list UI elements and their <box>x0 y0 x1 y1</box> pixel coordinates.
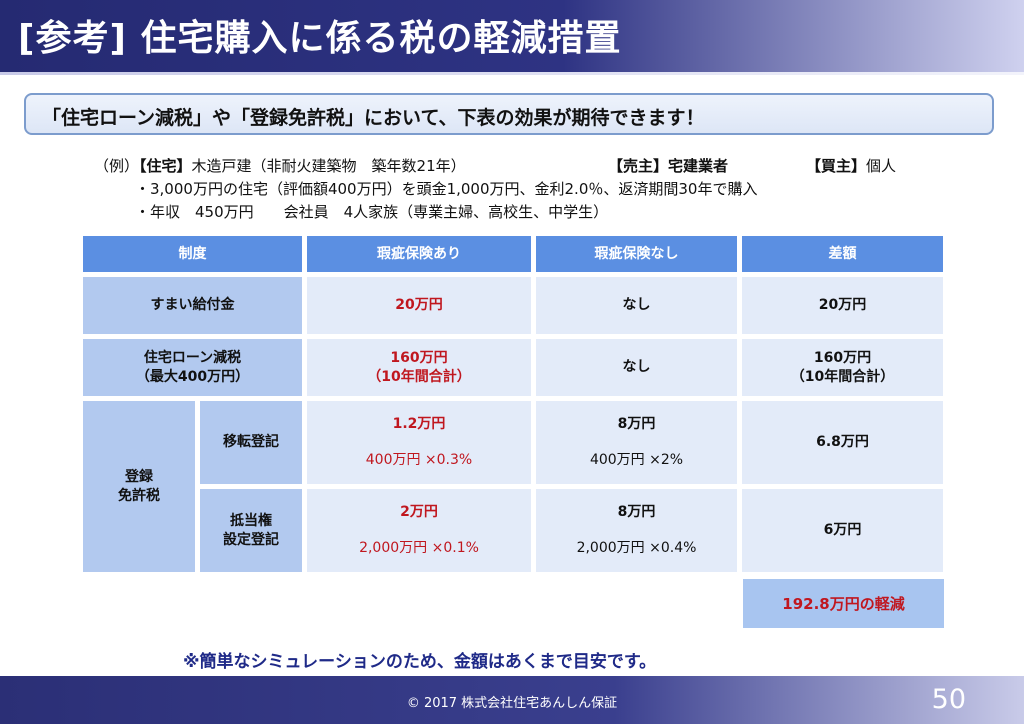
seller-value: 宅建業者 <box>668 157 729 175</box>
table-row-loan: 住宅ローン減税 （最大400万円） 160万円 （10年間合計） なし 160万… <box>83 339 943 396</box>
buyer-info: 【買主】個人 <box>806 155 896 176</box>
summary-callout: 「住宅ローン減税」や「登録免許税」において、下表の効果が期待できます！ <box>24 93 994 135</box>
loan-label: 住宅ローン減税 （最大400万円） <box>83 339 302 396</box>
transfer-diff: 6.8万円 <box>742 401 943 484</box>
loan-with-amount: 160万円 <box>390 349 448 366</box>
seller-info: 【売主】宅建業者 <box>608 155 728 176</box>
loan-label-line-2: （最大400万円） <box>135 368 250 385</box>
header-with-insurance: 瑕疵保険あり <box>307 236 531 272</box>
transfer-with-amount: 1.2万円 <box>392 416 446 432</box>
loan-with: 160万円 （10年間合計） <box>307 339 531 396</box>
table-header-row: 制度 瑕疵保険あり 瑕疵保険なし 差額 <box>83 236 943 272</box>
title-bar: [参考] 住宅購入に係る税の軽減措置 <box>0 0 1024 72</box>
table-row-sumai: すまい給付金 20万円 なし 20万円 <box>83 277 943 334</box>
mortgage-without-amount: 8万円 <box>617 504 656 520</box>
transfer-label: 移転登記 <box>200 401 302 484</box>
seller-label: 【売主】 <box>608 157 669 175</box>
header-without-insurance: 瑕疵保険なし <box>536 236 737 272</box>
sumai-label: すまい給付金 <box>83 277 302 334</box>
registration-tax-label: 登録 免許税 <box>83 401 195 572</box>
comparison-table: 制度 瑕疵保険あり 瑕疵保険なし 差額 すまい給付金 20万円 なし 20万円 … <box>78 231 948 577</box>
total-reduction: 192.8万円の軽減 <box>743 579 944 628</box>
summary-text: 「住宅ローン減税」や「登録免許税」において、下表の効果が期待できます！ <box>42 107 705 129</box>
loan-label-line-1: 住宅ローン減税 <box>143 349 242 366</box>
copyright-text: © 2017 株式会社住宅あんしん保証 <box>406 696 618 711</box>
buyer-label: 【買主】 <box>806 157 867 175</box>
example-prefix: （例） <box>94 157 140 175</box>
transfer-with: 1.2万円 400万円 ×0.3% <box>307 401 531 484</box>
mortgage-label: 抵当権 設定登記 <box>200 489 302 572</box>
transfer-without: 8万円 400万円 ×2% <box>536 401 737 484</box>
transfer-with-calc: 400万円 ×0.3% <box>365 452 473 468</box>
mortgage-label-line-2: 設定登記 <box>223 531 279 548</box>
house-value: 木造戸建（非耐火建築物 築年数21年） <box>191 157 466 175</box>
transfer-without-amount: 8万円 <box>617 416 656 432</box>
mortgage-with: 2万円 2,000万円 ×0.1% <box>307 489 531 572</box>
sumai-diff: 20万円 <box>742 277 943 334</box>
example-line-1: （例）【住宅】木造戸建（非耐火建築物 築年数21年） <box>94 155 466 176</box>
table-row-transfer: 登録 免許税 移転登記 1.2万円 400万円 ×0.3% 8万円 400万円 … <box>83 401 943 572</box>
sumai-without: なし <box>536 277 737 334</box>
disclaimer-note: ※簡単なシミュレーションのため、金額はあくまで目安です。 <box>183 652 657 672</box>
buyer-value: 個人 <box>866 157 897 175</box>
loan-without: なし <box>536 339 737 396</box>
mortgage-with-amount: 2万円 <box>400 504 438 520</box>
mortgage-without-calc: 2,000万円 ×0.4% <box>576 540 697 556</box>
page-title: [参考] 住宅購入に係る税の軽減措置 <box>18 18 622 59</box>
sumai-with: 20万円 <box>307 277 531 334</box>
house-label: 【住宅】 <box>139 157 192 175</box>
footer-bar: © 2017 株式会社住宅あんしん保証 50 <box>0 676 1024 724</box>
loan-diff-amount: 160万円 <box>813 349 872 366</box>
header-system: 制度 <box>83 236 302 272</box>
mortgage-diff: 6万円 <box>742 489 943 572</box>
page-number: 50 <box>931 684 966 715</box>
loan-diff-period: （10年間合計） <box>790 368 895 385</box>
example-line-2: ・3,000万円の住宅（評価額400万円）を頭金1,000万円、金利2.0％、返… <box>135 180 758 198</box>
mortgage-without: 8万円 2,000万円 ×0.4% <box>536 489 737 572</box>
registration-label-line-2: 免許税 <box>118 487 160 504</box>
loan-diff: 160万円 （10年間合計） <box>742 339 943 396</box>
header-difference: 差額 <box>742 236 943 272</box>
mortgage-with-calc: 2,000万円 ×0.1% <box>359 540 479 556</box>
title-underline <box>0 72 1024 75</box>
registration-label-line-1: 登録 <box>125 468 153 485</box>
example-line-3: ・年収 450万円 会社員 4人家族（専業主婦、高校生、中学生） <box>135 203 609 221</box>
transfer-without-calc: 400万円 ×2% <box>589 452 684 468</box>
mortgage-label-line-1: 抵当権 <box>230 512 272 529</box>
loan-with-period: （10年間合計） <box>367 368 471 385</box>
table-row-mortgage: 抵当権 設定登記 2万円 2,000万円 ×0.1% 8万円 2,000万円 ×… <box>83 489 943 572</box>
